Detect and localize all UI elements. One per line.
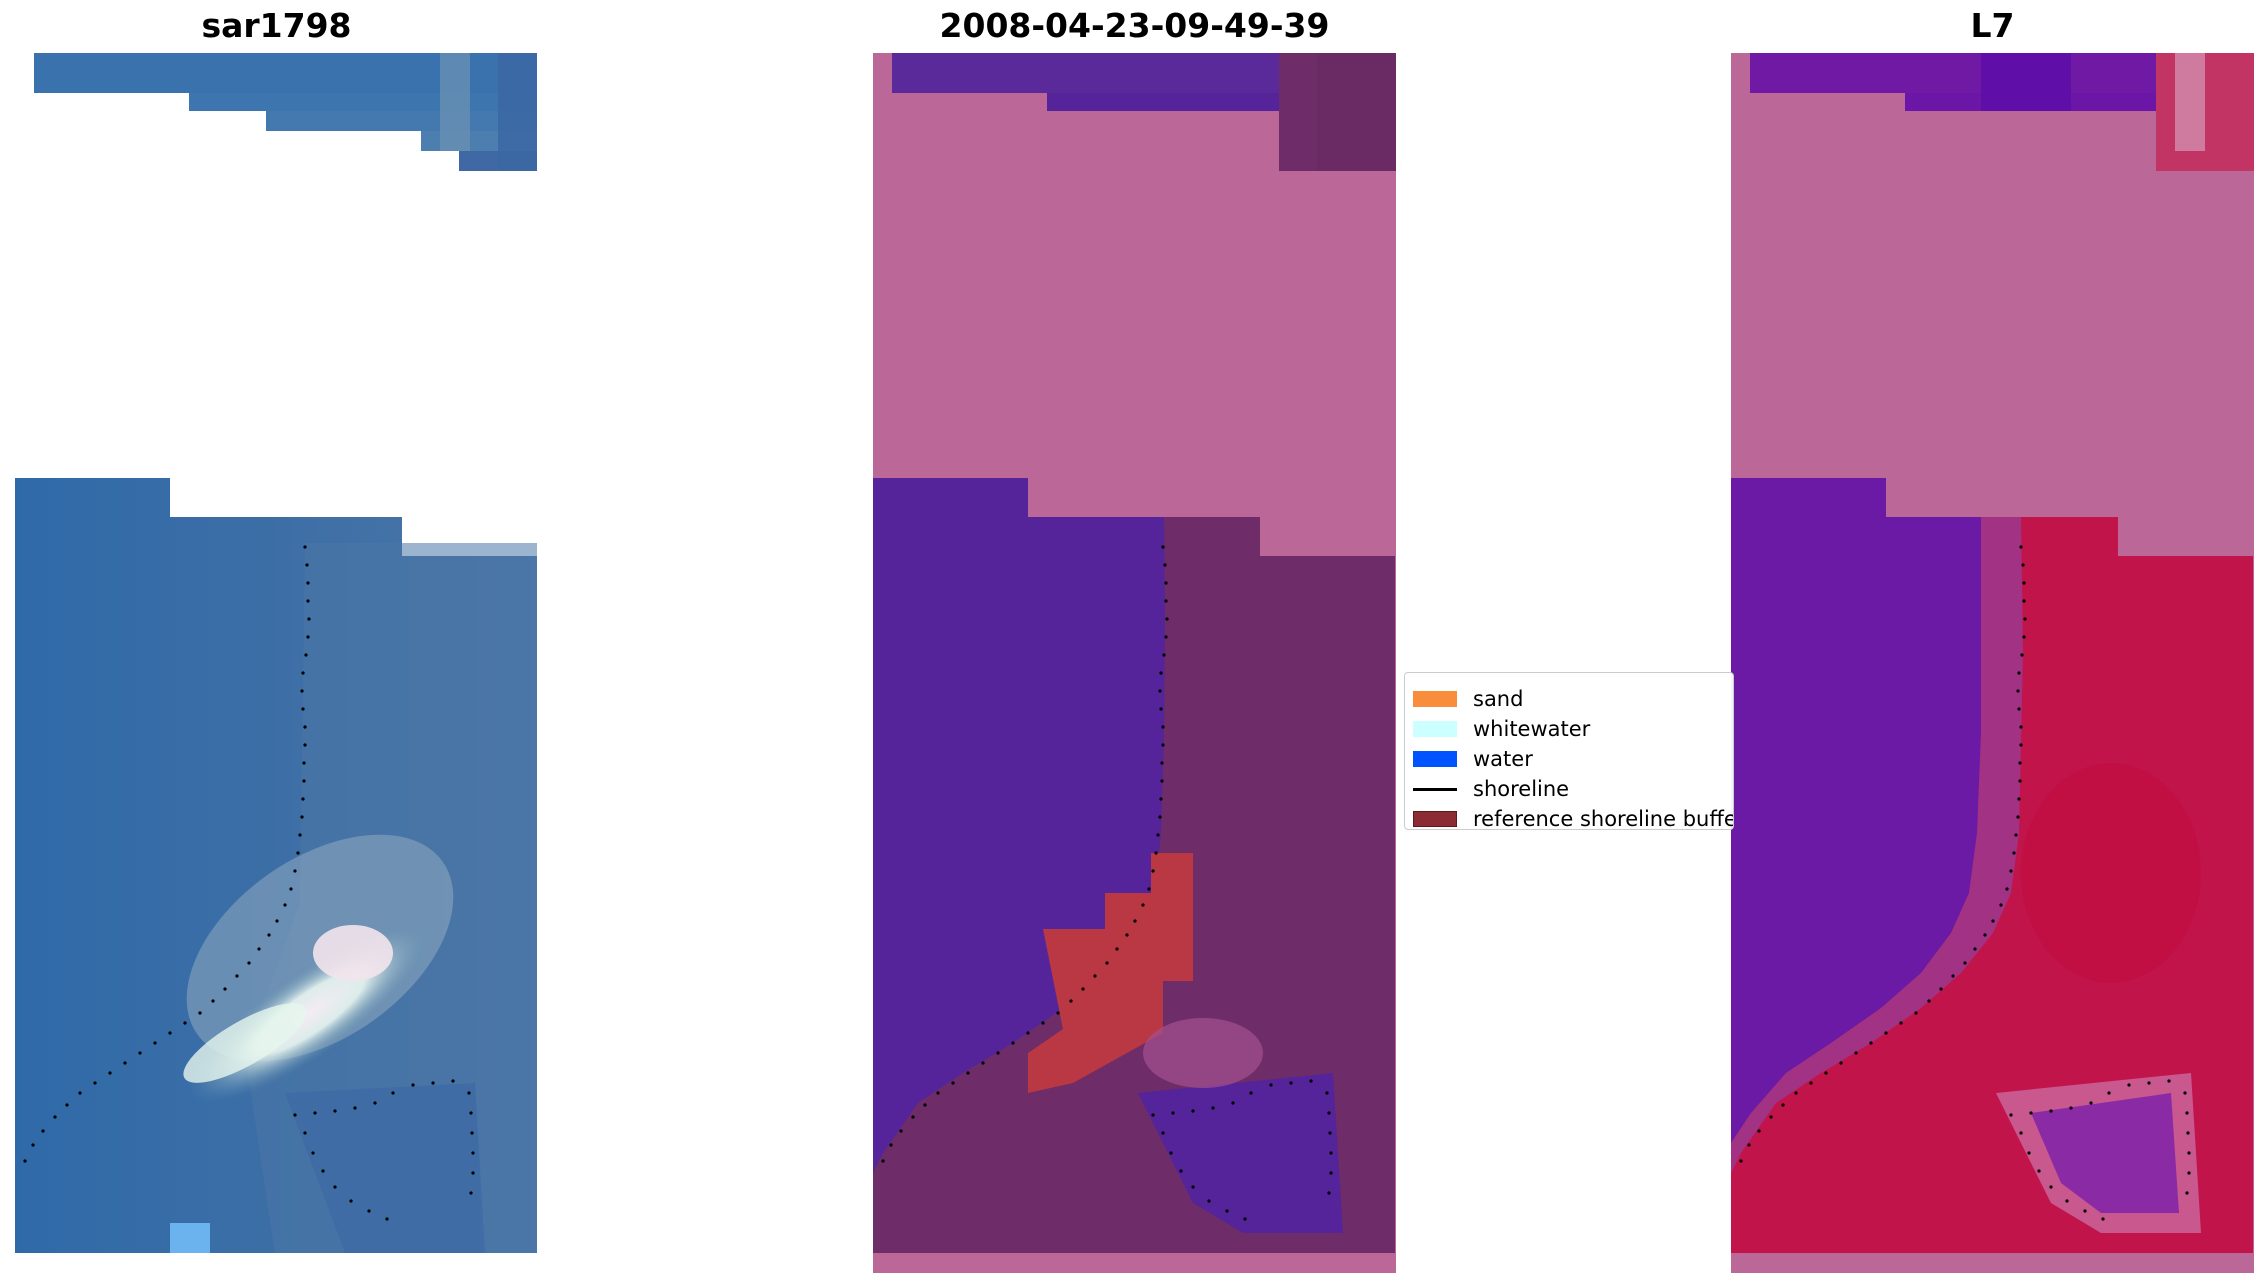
legend: sand whitewater water shoreline referenc…: [1404, 672, 1734, 830]
legend-swatch-sand: [1413, 691, 1457, 707]
legend-swatch-reference-buffer: [1413, 811, 1457, 827]
legend-label-reference-buffer: reference shoreline buffer: [1473, 807, 1734, 830]
legend-label-shoreline: shoreline: [1473, 777, 1570, 801]
rgb-image-panel: [15, 53, 537, 1253]
index-image-panel: [1731, 53, 2254, 1273]
index-top-strip: [1750, 53, 2254, 171]
panel-title-rgb: sar1798: [201, 6, 352, 45]
shoreline-points-classified: [881, 545, 1333, 1221]
legend-item-whitewater: whitewater: [1413, 717, 1590, 741]
panel-title-index: L7: [1970, 6, 2015, 45]
classified-top-strip: [892, 53, 1396, 171]
classified-image-panel: [873, 53, 1396, 1273]
rgb-main-image: [15, 478, 537, 1253]
legend-swatch-whitewater: [1413, 721, 1457, 737]
panel-title-classified: 2008-04-23-09-49-39: [939, 6, 1330, 45]
legend-item-water: water: [1413, 747, 1533, 771]
legend-item-reference-buffer: reference shoreline buffer: [1413, 807, 1734, 830]
legend-item-shoreline: shoreline: [1413, 777, 1569, 801]
classified-main-image: [873, 478, 1396, 1273]
shoreline-points-rgb: [23, 545, 475, 1221]
rgb-top-strip: [34, 53, 537, 171]
legend-label-water: water: [1473, 747, 1533, 771]
legend-line-shoreline: [1413, 787, 1457, 791]
legend-label-sand: sand: [1473, 687, 1524, 711]
shoreline-points-index: [1739, 545, 2191, 1221]
legend-label-whitewater: whitewater: [1473, 717, 1591, 741]
legend-item-sand: sand: [1413, 687, 1523, 711]
legend-swatch-water: [1413, 751, 1457, 767]
index-main-image: [1731, 478, 2254, 1273]
